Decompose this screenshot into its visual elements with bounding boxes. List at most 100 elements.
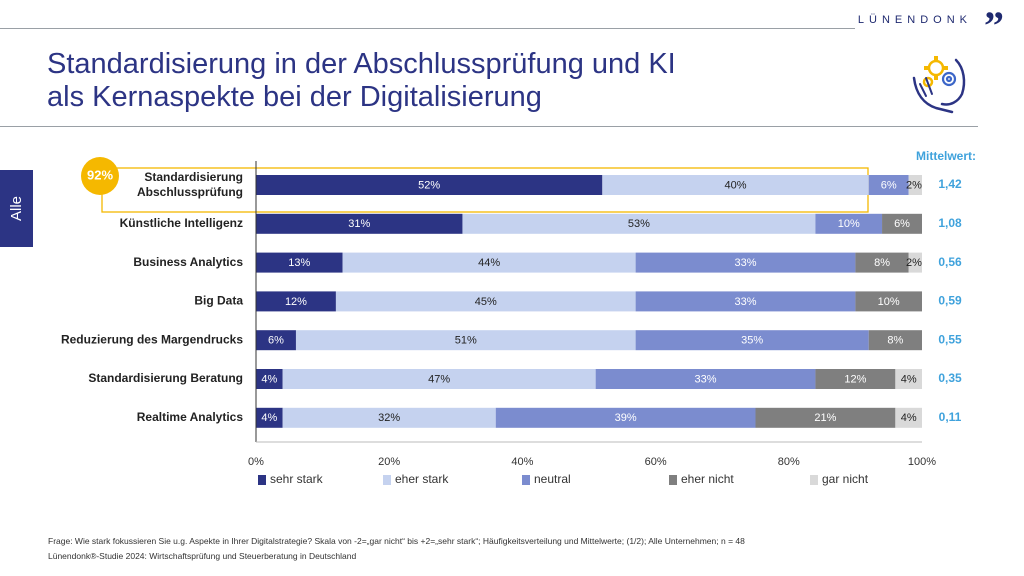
bar-segment [602, 175, 869, 195]
bar-data-label: 44% [478, 257, 500, 269]
bar-segment [462, 213, 816, 234]
bar-data-label: 12% [844, 373, 866, 385]
mean-value: 1,42 [938, 177, 962, 191]
legend-label: gar nicht [822, 472, 869, 486]
bar-segment [282, 407, 496, 428]
bar-segment [895, 407, 922, 428]
bar-data-label: 10% [838, 218, 860, 230]
page-title: Standardisierung in der Abschlussprüfung… [47, 48, 676, 114]
bar-data-label: 4% [901, 412, 917, 424]
legend-swatch [522, 475, 530, 485]
brand-logo-text: LÜNENDONK [857, 14, 972, 26]
bar-segment [635, 252, 856, 273]
footnote-source: Lünendonk®-Studie 2024: Wirtschaftsprüfu… [48, 551, 357, 561]
stacked-bar-chart: 92% Mittelwert: StandardisierungAbschlussp… [61, 149, 976, 486]
category-label: Realtime Analytics [137, 410, 244, 424]
bar-data-label: 47% [428, 373, 450, 385]
legend-label: sehr stark [270, 472, 324, 486]
mean-value: 0,56 [938, 255, 962, 269]
bar-segment [495, 407, 756, 428]
title-divider [0, 126, 978, 127]
bar-data-label: 33% [695, 373, 717, 385]
bar-segment [256, 252, 343, 273]
category-label: Künstliche Intelligenz [120, 216, 243, 230]
mean-value: 0,55 [938, 332, 962, 346]
top-divider [0, 28, 855, 29]
bar-segment [595, 369, 816, 389]
bar-data-label: 6% [881, 179, 897, 191]
x-tick-label: 60% [645, 456, 667, 468]
bar-data-label: 33% [734, 257, 756, 269]
bar-segment [295, 330, 636, 351]
bar-segment [815, 369, 896, 389]
brand-quote-mark: ” [984, 3, 1004, 48]
bar-data-label: 52% [418, 179, 440, 191]
x-tick-label: 100% [908, 456, 936, 468]
bar-data-label: 8% [887, 335, 903, 347]
bar-segment [755, 407, 896, 428]
bar-data-label: 21% [814, 412, 836, 424]
category-label-line-2: Abschlussprüfung [137, 185, 243, 199]
bar-segment [335, 291, 636, 312]
category-label: Standardisierung Beratung [88, 371, 243, 385]
bar-data-label: 2% [906, 179, 922, 191]
bar-segment [256, 369, 283, 389]
bar-data-label: 13% [288, 257, 310, 269]
gears-hand-icon [912, 56, 966, 114]
bar-segment [855, 252, 909, 273]
legend-label: eher nicht [681, 472, 734, 486]
bar-data-label: 51% [455, 335, 477, 347]
mean-value: 1,08 [938, 216, 962, 230]
legend-swatch [810, 475, 818, 485]
category-label: Big Data [194, 294, 243, 308]
bar-data-label: 39% [615, 412, 637, 424]
mean-value: 0,59 [938, 294, 962, 308]
bar-data-label: 6% [894, 218, 910, 230]
bar-segment [855, 291, 922, 312]
footnote-question: Frage: Wie stark fokussieren Sie u.g. As… [48, 536, 745, 546]
bar-segment [815, 213, 883, 234]
bar-segment [895, 369, 922, 389]
bar-data-label: 12% [285, 296, 307, 308]
legend-swatch [258, 475, 266, 485]
page-title-line-2: als Kernaspekte bei der Digitalisierung [47, 81, 542, 113]
bar-segment [882, 213, 922, 234]
bar-data-label: 53% [628, 218, 650, 230]
bar-data-label: 35% [741, 335, 763, 347]
bar-segment [256, 330, 296, 351]
bar-data-label: 31% [348, 218, 370, 230]
legend-label: eher stark [395, 472, 449, 486]
page-title-line-1: Standardisierung in der Abschlussprüfung… [47, 48, 676, 80]
bar-segment [342, 252, 636, 273]
bar-segment [282, 369, 596, 389]
bar-data-label: 33% [734, 296, 756, 308]
bar-segment [256, 213, 463, 234]
segment-tab[interactable]: Alle [0, 170, 33, 247]
legend-swatch [383, 475, 391, 485]
x-tick-label: 0% [248, 456, 264, 468]
bar-segment [868, 175, 909, 195]
mean-value: 0,35 [938, 371, 962, 385]
mean-value: 0,11 [939, 410, 962, 424]
mean-header: Mittelwert: [916, 149, 976, 163]
bar-segment [256, 407, 283, 428]
bar-data-label: 10% [878, 296, 900, 308]
bar-data-label: 4% [901, 373, 917, 385]
bar-segment [256, 291, 336, 312]
category-label: Business Analytics [133, 255, 243, 269]
bar-segment [635, 291, 856, 312]
category-label: Reduzierung des Margendrucks [61, 332, 243, 346]
x-tick-label: 40% [511, 456, 533, 468]
bar-data-label: 45% [475, 296, 497, 308]
legend-swatch [669, 475, 677, 485]
legend-label: neutral [534, 472, 571, 486]
bar-data-label: 40% [725, 179, 747, 191]
bar-data-label: 2% [906, 257, 922, 269]
bar-segment [868, 330, 922, 351]
bar-segment [908, 175, 922, 195]
bar-data-label: 6% [268, 335, 284, 347]
bar-segment [635, 330, 869, 351]
highlight-badge-label: 92% [87, 167, 113, 182]
highlight-badge [81, 157, 119, 195]
bar-data-label: 4% [261, 373, 277, 385]
